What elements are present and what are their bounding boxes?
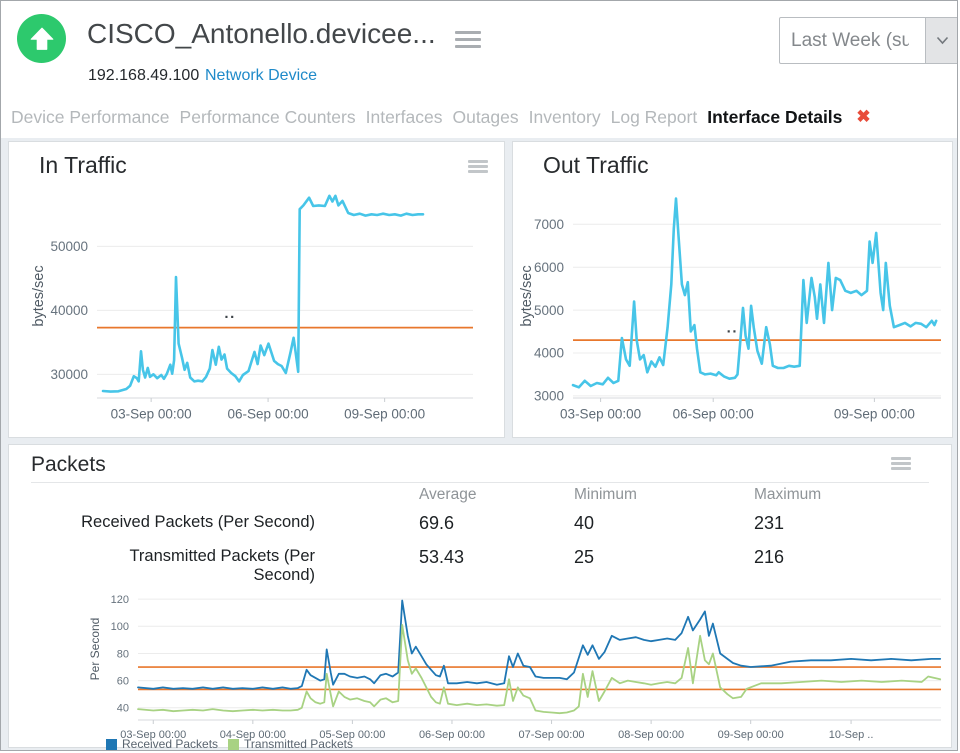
svg-text:60: 60	[117, 675, 129, 687]
svg-text:06-Sep 00:00: 06-Sep 00:00	[673, 407, 754, 422]
svg-text:30000: 30000	[50, 367, 88, 382]
tab-performance-counters[interactable]: Performance Counters	[179, 106, 356, 127]
svg-text:6000: 6000	[534, 260, 564, 275]
period-dropdown[interactable]: Last Week (sum	[779, 17, 957, 64]
svg-text:3000: 3000	[534, 389, 564, 404]
legend-item-received: Received Packets	[106, 737, 219, 751]
packets-panel: Packets Average Minimum Maximum Received…	[8, 444, 952, 751]
device-status-up-icon	[17, 14, 66, 63]
transmitted-maximum: 216	[754, 547, 785, 567]
svg-text:4000: 4000	[534, 346, 564, 361]
svg-text:08-Sep 00:00: 08-Sep 00:00	[618, 729, 684, 741]
packets-chart: 40 60 80 100 120 03-Sep 00:00 04-Sep 00:00 05-S…	[17, 587, 947, 745]
packets-title: Packets	[31, 453, 106, 476]
transmitted-average: 53.43	[419, 547, 465, 567]
svg-text:5000: 5000	[534, 303, 564, 318]
svg-text:06-Sep 00:00: 06-Sep 00:00	[419, 729, 485, 741]
device-ip: 192.168.49.100	[88, 67, 200, 84]
page-header: CISCO_Antonello.devicee... 192.168.49.10…	[1, 1, 957, 96]
in-traffic-title: In Traffic	[39, 152, 127, 178]
device-type-link[interactable]: Network Device	[205, 67, 318, 84]
svg-text:09-Sep 00:00: 09-Sep 00:00	[718, 729, 784, 741]
page-title: CISCO_Antonello.devicee...	[87, 18, 436, 49]
tab-device-performance[interactable]: Device Performance	[11, 106, 170, 127]
tab-interface-details[interactable]: Interface Details	[707, 106, 843, 127]
packets-legend: Received Packets Transmitted Packets	[106, 737, 363, 751]
table-row-label: Transmitted Packets (Per Second)	[129, 547, 315, 584]
svg-text:50000: 50000	[50, 239, 88, 254]
svg-text:03-Sep 00:00: 03-Sep 00:00	[111, 407, 192, 422]
close-tab-icon[interactable]: ✖	[856, 107, 871, 126]
period-dropdown-value: Last Week (sum	[791, 30, 909, 51]
svg-text:40000: 40000	[50, 303, 88, 318]
table-row-label: Received Packets (Per Second)	[81, 513, 315, 531]
svg-text:03-Sep 00:00: 03-Sep 00:00	[120, 729, 186, 741]
in-traffic-menu-icon[interactable]	[468, 160, 488, 173]
tab-interfaces[interactable]: Interfaces	[365, 106, 443, 127]
legend-label: Received Packets	[122, 737, 219, 751]
svg-text:7000: 7000	[534, 217, 564, 232]
svg-text:04-Sep 00:00: 04-Sep 00:00	[220, 729, 286, 741]
legend-label: Transmitted Packets	[244, 737, 353, 751]
received-swatch	[106, 738, 117, 750]
svg-text:09-Sep 00:00: 09-Sep 00:00	[834, 407, 915, 422]
tab-outages[interactable]: Outages	[452, 106, 519, 127]
tab-bar: Device Performance Performance Counters …	[1, 96, 957, 138]
column-header-maximum: Maximum	[754, 486, 822, 503]
out-traffic-chart: 3000 4000 5000 6000 7000 03-Sep 00:00 06-Sep 0…	[517, 182, 949, 434]
legend-item-transmitted: Transmitted Packets	[228, 737, 353, 751]
svg-text:80: 80	[117, 648, 129, 660]
tab-inventory[interactable]: Inventory	[528, 106, 601, 127]
svg-text:07-Sep 00:00: 07-Sep 00:00	[519, 729, 585, 741]
divider	[31, 482, 929, 483]
svg-text:06-Sep 00:00: 06-Sep 00:00	[228, 407, 309, 422]
out-traffic-panel: Out Traffic bytes/sec 3000 4000 5000 6000 70…	[512, 141, 953, 438]
in-traffic-panel: In Traffic bytes/sec 30000 40000 50000 03-S…	[8, 141, 505, 438]
in-traffic-chart: 30000 40000 50000 03-Sep 00:00 06-Sep 00:00 0…	[15, 182, 497, 434]
chevron-down-icon[interactable]	[925, 18, 957, 63]
svg-text:09-Sep 00:00: 09-Sep 00:00	[344, 407, 425, 422]
packets-menu-icon[interactable]	[891, 457, 911, 470]
svg-text:..: ..	[727, 319, 738, 336]
out-traffic-title: Out Traffic	[543, 152, 649, 178]
received-minimum: 40	[574, 513, 595, 533]
svg-text:..: ..	[224, 305, 235, 322]
column-header-minimum: Minimum	[574, 486, 637, 503]
tab-log-report[interactable]: Log Report	[610, 106, 698, 127]
svg-text:120: 120	[111, 594, 129, 606]
svg-text:05-Sep 00:00: 05-Sep 00:00	[319, 729, 385, 741]
up-arrow-icon	[30, 27, 53, 50]
transmitted-minimum: 25	[574, 547, 595, 567]
svg-text:100: 100	[111, 621, 129, 633]
svg-text:10-Sep ..: 10-Sep ..	[829, 729, 874, 741]
header-menu-icon[interactable]	[455, 31, 481, 48]
svg-text:03-Sep 00:00: 03-Sep 00:00	[560, 407, 641, 422]
column-header-average: Average	[419, 486, 477, 503]
transmitted-swatch	[228, 738, 240, 750]
dashboard-content: In Traffic bytes/sec 30000 40000 50000 03-S…	[1, 138, 957, 751]
svg-text:40: 40	[117, 703, 129, 715]
received-maximum: 231	[754, 513, 785, 533]
received-average: 69.6	[419, 513, 455, 533]
